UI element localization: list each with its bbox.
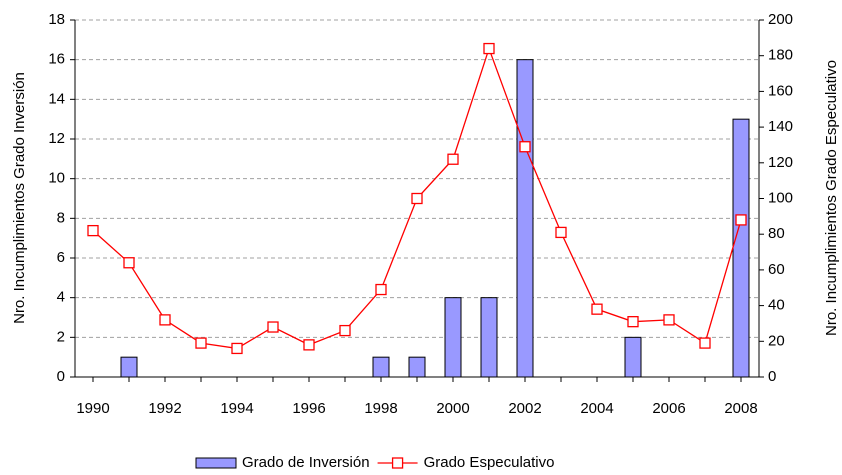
x-tick-label: 2002 [508, 400, 541, 417]
line-marker [447, 153, 459, 165]
y2-tick-label: 120 [768, 154, 793, 171]
line-marker [339, 324, 351, 337]
line-marker [195, 337, 207, 349]
y-tick-label: 6 [57, 249, 65, 266]
line-marker [231, 342, 243, 355]
bar [408, 356, 426, 378]
line-marker [87, 224, 99, 237]
line-marker [735, 214, 747, 226]
y-tick-label: 4 [57, 289, 65, 306]
line-marker [375, 283, 387, 296]
y2-tick-label: 40 [768, 297, 785, 314]
x-tick-label: 1996 [292, 400, 325, 417]
line-marker [519, 141, 531, 153]
line-marker [699, 337, 711, 349]
line-marker [591, 303, 603, 315]
x-tick-label: 2000 [436, 400, 469, 417]
x-tick-label: 1994 [220, 400, 253, 417]
line-marker [663, 314, 675, 326]
line-marker [627, 316, 639, 328]
bar [480, 297, 498, 378]
y2-tick-label: 200 [768, 11, 793, 28]
y2-tick-label: 80 [768, 225, 785, 242]
y-tick-label: 10 [48, 170, 65, 187]
x-tick-label: 1998 [364, 400, 397, 417]
x-tick-label: 2006 [652, 400, 685, 417]
y2-tick-label: 140 [768, 118, 793, 135]
y-tick-label: 14 [48, 90, 65, 107]
x-tick-label: 2008 [724, 400, 757, 417]
legend-swatch [195, 457, 237, 469]
y-tick-label: 12 [48, 130, 65, 147]
line-marker [267, 321, 279, 333]
y2-tick-label: 0 [768, 368, 776, 385]
bar [732, 118, 750, 378]
y2-tick-label: 180 [768, 47, 793, 64]
y-tick-label: 16 [48, 51, 65, 68]
line-marker [483, 42, 495, 55]
y-tick-label: 8 [57, 209, 65, 226]
y-axis-title: Nro. Incumplimientos Grado Inversión [11, 72, 28, 324]
line-marker [555, 226, 567, 239]
x-tick-label: 1990 [76, 400, 109, 417]
y-tick-label: 2 [57, 328, 65, 345]
y2-tick-label: 100 [768, 189, 793, 206]
x-tick-label: 2004 [580, 400, 613, 417]
y2-axis-title: Nro. Incumplimientos Grado Especulativo [823, 60, 840, 336]
bar [120, 356, 138, 378]
legend-marker [391, 457, 404, 469]
x-tick-label: 1992 [148, 400, 181, 417]
line-marker [411, 192, 423, 205]
line-marker [123, 257, 135, 269]
y2-tick-label: 20 [768, 332, 785, 349]
line-marker [303, 339, 315, 351]
line-marker [159, 314, 171, 326]
bar [444, 297, 462, 378]
y-tick-label: 0 [57, 368, 65, 385]
y2-tick-label: 60 [768, 261, 785, 278]
y-tick-label: 18 [48, 11, 65, 28]
bar [624, 336, 642, 378]
bar [372, 356, 390, 378]
bar [516, 59, 534, 378]
legend-label: Grado Especulativo [424, 454, 555, 471]
legend-label: Grado de Inversión [242, 454, 370, 471]
y2-tick-label: 160 [768, 82, 793, 99]
